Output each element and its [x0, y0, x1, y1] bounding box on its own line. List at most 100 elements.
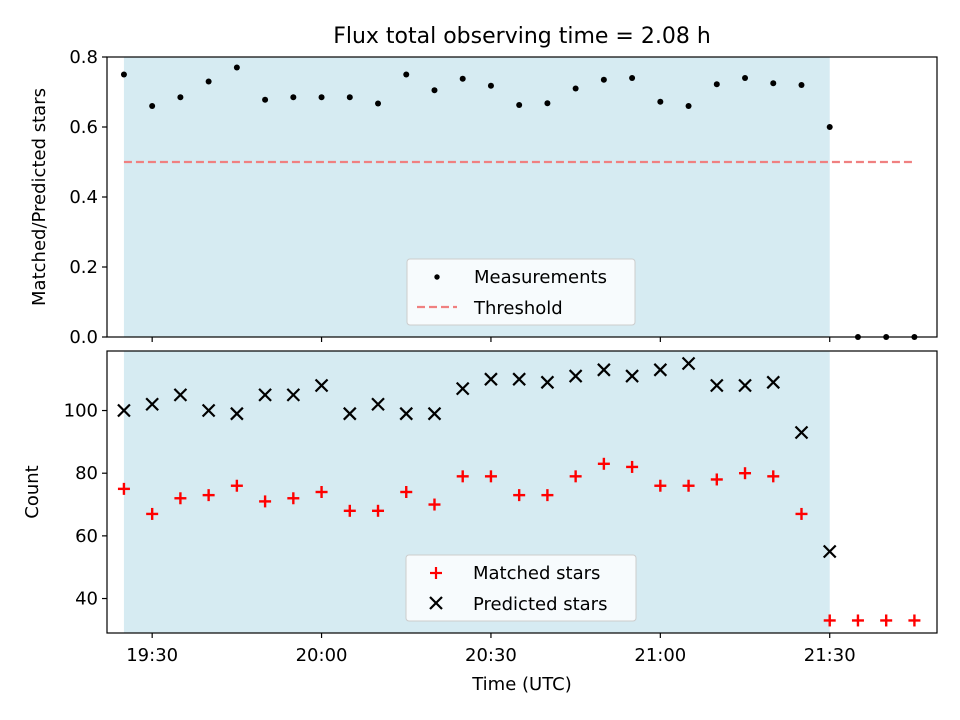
- measurement-point: [290, 94, 297, 101]
- measurement-points: [120, 64, 918, 340]
- predicted-point: [794, 425, 809, 440]
- ratio-y-tick-label: 0.6: [69, 117, 98, 138]
- measurement-point: [798, 82, 805, 88]
- matched-point: [146, 507, 159, 520]
- legend-measurements-label: Measurements: [474, 267, 607, 288]
- matched-point: [654, 479, 667, 492]
- time-x-tick-label: 21:30: [804, 645, 856, 666]
- matched-point: [597, 457, 610, 470]
- count-points: [117, 356, 921, 627]
- matched-point: [823, 614, 836, 627]
- time-x-tick-label: 20:30: [465, 645, 517, 666]
- legend-matched-label: Matched stars: [473, 563, 600, 584]
- count-y-tick-label: 60: [75, 526, 98, 547]
- count-y-axis-label: Count: [22, 465, 43, 518]
- ratio-y-tick-label: 0.8: [69, 47, 98, 68]
- matched-point: [230, 479, 243, 492]
- predicted-point: [710, 378, 724, 393]
- measurement-point: [770, 80, 777, 87]
- ratio-legend-box: [406, 258, 636, 326]
- predicted-point: [117, 403, 131, 418]
- matched-point: [456, 470, 469, 483]
- measurement-point: [459, 75, 466, 82]
- count-y-tick-label: 40: [75, 589, 98, 610]
- matched-point: [880, 614, 893, 627]
- predicted-point: [625, 369, 639, 383]
- predicted-point: [766, 375, 781, 390]
- count-y-tick-label: 100: [64, 401, 98, 422]
- count-y-tick-label: 80: [75, 463, 98, 484]
- measurement-point: [262, 96, 269, 103]
- measurement-point: [487, 82, 494, 89]
- legend-threshold-label: Threshold: [473, 298, 563, 319]
- ratio-y-axis-label: Matched/Predicted stars: [29, 88, 50, 306]
- predicted-point: [286, 388, 301, 402]
- predicted-point: [738, 378, 752, 393]
- matched-point: [513, 489, 526, 502]
- legend-predicted-label: Predicted stars: [473, 594, 607, 615]
- matched-point: [400, 486, 413, 498]
- measurement-point: [375, 100, 382, 107]
- predicted-point: [343, 406, 357, 421]
- legend-measurements-marker: [434, 274, 440, 280]
- ratio-panel: 0.00.20.40.60.8 Matched/Predicted stars …: [29, 47, 938, 348]
- predicted-point: [540, 375, 555, 390]
- measurement-point: [516, 101, 523, 108]
- matched-point: [202, 489, 215, 502]
- time-x-tick-label: 19:30: [126, 645, 178, 666]
- chart-title: Flux total observing time = 2.08 h: [333, 24, 711, 49]
- measurement-point: [120, 71, 127, 78]
- matched-point: [484, 470, 497, 483]
- predicted-point: [484, 372, 498, 386]
- ratio-legend: Measurements Threshold: [406, 258, 636, 326]
- legend-matched-marker: [430, 567, 442, 579]
- predicted-point: [399, 406, 414, 421]
- measurement-point: [233, 64, 240, 71]
- measurement-point: [572, 85, 579, 92]
- predicted-point: [145, 397, 159, 412]
- time-x-tick-label: 20:00: [296, 645, 348, 666]
- time-x-tick-label: 21:00: [634, 645, 686, 666]
- measurement-point: [431, 87, 438, 94]
- matched-point: [287, 492, 300, 505]
- matched-point: [851, 614, 864, 627]
- measurement-point: [685, 103, 692, 109]
- predicted-point: [258, 388, 272, 402]
- predicted-point: [173, 388, 188, 402]
- measurement-point: [544, 100, 551, 107]
- matched-point: [428, 498, 441, 511]
- predicted-point: [201, 403, 216, 418]
- predicted-point: [230, 406, 244, 421]
- measurement-point: [742, 75, 749, 81]
- measurement-point: [713, 81, 720, 88]
- predicted-point: [371, 397, 385, 412]
- matched-point: [117, 482, 130, 495]
- count-legend-box: [405, 554, 637, 622]
- predicted-point: [455, 381, 470, 396]
- predicted-point: [314, 378, 329, 393]
- measurement-point: [657, 98, 664, 105]
- measurement-point: [346, 94, 353, 101]
- ratio-y-tick-label: 0.2: [69, 257, 98, 278]
- matched-point: [626, 460, 639, 473]
- count-legend: Matched stars Predicted stars: [405, 554, 637, 622]
- ratio-x-ticks: [151, 337, 831, 342]
- matched-point: [767, 470, 780, 483]
- matched-point: [682, 479, 695, 492]
- count-panel: 40 60 80 100 19:30 20:00 20:30 21:00 21:30 Coun…: [22, 350, 938, 695]
- measurement-point: [318, 94, 325, 101]
- matched-point: [739, 467, 752, 480]
- measurement-point: [826, 124, 833, 130]
- legend-predicted-marker: [429, 596, 443, 610]
- measurement-point: [205, 78, 212, 85]
- predicted-point: [597, 363, 611, 377]
- matched-point: [908, 614, 921, 627]
- matched-point: [541, 489, 554, 502]
- predicted-point: [822, 544, 837, 559]
- matched-point: [174, 492, 187, 505]
- matched-point: [372, 504, 385, 517]
- predicted-point: [681, 356, 696, 371]
- measurement-point: [403, 71, 410, 78]
- ratio-y-tick-label: 0.0: [69, 327, 98, 348]
- measurement-point: [177, 94, 184, 101]
